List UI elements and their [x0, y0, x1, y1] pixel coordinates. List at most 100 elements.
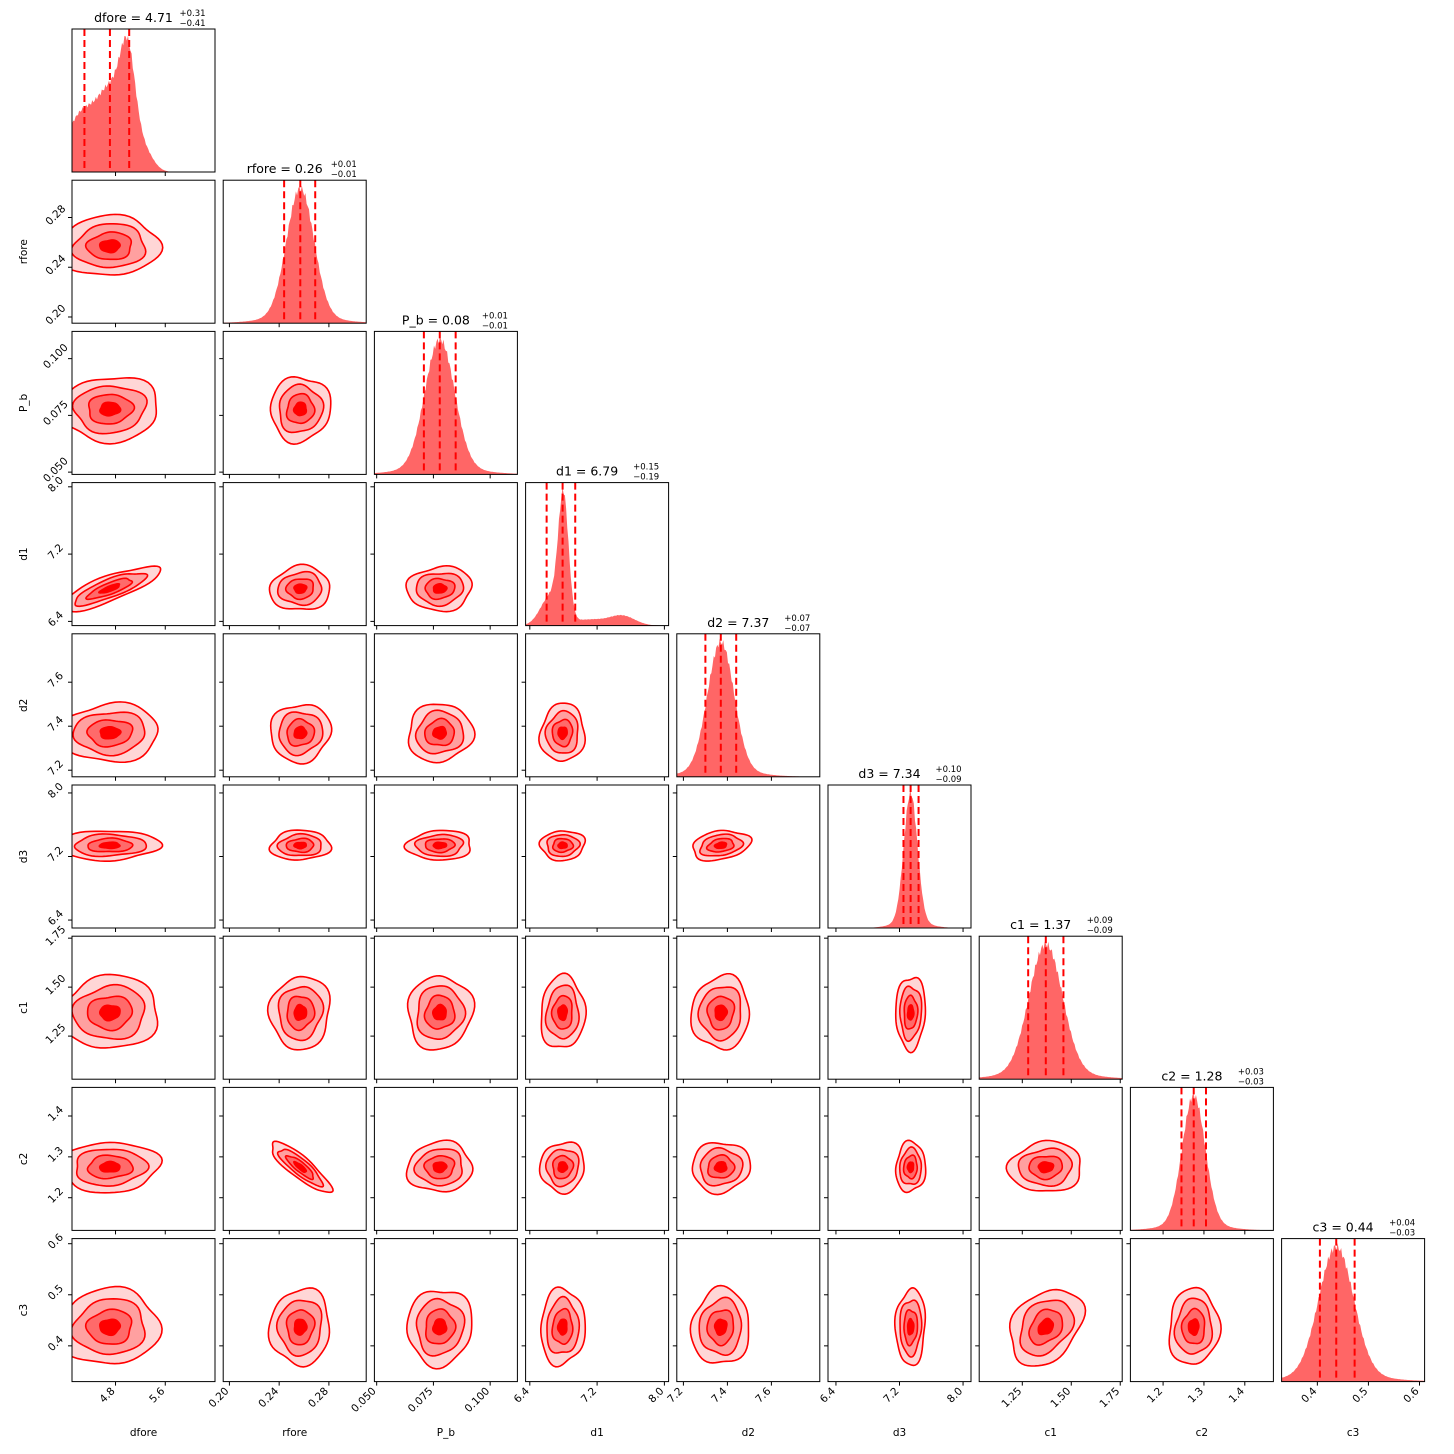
- y-tick-label: 0.24: [43, 252, 68, 277]
- contour-level: [293, 1318, 308, 1336]
- y-tick-label: 0.100: [41, 342, 71, 372]
- contour-panel-dfore-d3: 6.4 7.2 8.0: [46, 781, 216, 932]
- panel-frame: [71, 179, 216, 324]
- hist-panel-rfore: rfore = 0.26 +0.01−0.01: [222, 160, 367, 328]
- contour-panel-rfore-c3: 0.20 0.24 0.28: [207, 1238, 367, 1410]
- panel-frame: [222, 179, 367, 324]
- density-fill: [525, 487, 669, 626]
- contour-panel-rfore-c2: [219, 1086, 367, 1235]
- y-tick-label: 1.25: [43, 1021, 68, 1046]
- hist-panel-d3: d3 = 7.34 +0.10−0.09: [827, 765, 972, 932]
- density-fill: [1281, 1243, 1425, 1382]
- contour-level: [713, 1318, 728, 1337]
- contour-panel-P_b-d3: [370, 784, 518, 932]
- density-fill: [374, 336, 518, 475]
- y-tick-label: 7.2: [46, 542, 66, 562]
- panel-title: c3 = 0.44: [1313, 1220, 1374, 1235]
- x-axis-label-c3: c3: [1347, 1427, 1359, 1439]
- panel-frame: [222, 330, 367, 475]
- y-tick-label: 8.0: [46, 781, 66, 801]
- error-plus: +0.01: [331, 160, 357, 170]
- contour-level: [432, 841, 448, 850]
- panel-frame: [676, 633, 821, 778]
- density-fill: [828, 788, 971, 928]
- y-tick-label: 7.2: [46, 844, 66, 864]
- contour-level: [98, 1160, 121, 1173]
- contour-panel-dfore-d2: 7.2 7.4 7.6: [46, 633, 216, 781]
- y-axis-label-rfore: rfore: [18, 239, 30, 264]
- x-axis-label-c1: c1: [1044, 1427, 1056, 1439]
- contour-level: [99, 1004, 121, 1022]
- contour-panel-c1-c3: 1.25 1.50 1.75: [975, 1238, 1123, 1410]
- panel-frame: [71, 935, 216, 1080]
- y-tick-label: 0.075: [41, 398, 71, 428]
- panel-frame: [373, 1086, 518, 1231]
- hist-panel-d2: d2 = 7.37 +0.07−0.07: [676, 614, 821, 781]
- panel-frame: [373, 330, 518, 475]
- error-plus: +0.01: [482, 311, 508, 321]
- panel-frame: [71, 633, 216, 778]
- y-tick-label: 0.5: [46, 1283, 66, 1303]
- x-tick-label: 7.4: [709, 1385, 730, 1406]
- panel-frame: [676, 1086, 821, 1231]
- error-plus: +0.03: [1238, 1067, 1264, 1077]
- x-tick-label: 0.6: [1401, 1385, 1422, 1406]
- x-axis-label-c2: c2: [1196, 1427, 1208, 1439]
- y-tick-label: 1.2: [46, 1185, 66, 1205]
- hist-panel-c1: c1 = 1.37 +0.09−0.09: [978, 916, 1123, 1084]
- hist-panel-dfore: dfore = 4.71 +0.31−0.41: [71, 9, 216, 176]
- y-axis-label-d1: d1: [18, 547, 30, 560]
- error-plus: +0.10: [936, 765, 962, 775]
- contour-panel-d2-c3: 7.2 7.4 7.6: [665, 1238, 821, 1406]
- density-fill: [72, 35, 215, 172]
- error-plus: +0.04: [1389, 1219, 1415, 1229]
- y-tick-label: 1.75: [43, 924, 68, 949]
- contour-panel-dfore-rfore: 0.20 0.24 0.28: [43, 179, 216, 327]
- x-tick-label: 0.28: [306, 1385, 331, 1410]
- contour-panel-rfore-P_b: [219, 330, 367, 479]
- x-tick-label: 7.2: [881, 1385, 901, 1405]
- y-tick-label: 0.28: [43, 203, 68, 228]
- hist-panel-d1: d1 = 6.79 +0.15−0.19: [525, 463, 670, 630]
- x-axis-label-dfore: dfore: [130, 1427, 157, 1439]
- contour-level: [432, 725, 448, 740]
- x-tick-label: 1.50: [1048, 1385, 1073, 1410]
- contour-panel-d1-d3: [521, 784, 670, 932]
- y-axis-label-P_b: P_b: [18, 393, 30, 412]
- contour-level: [1037, 1161, 1055, 1174]
- x-tick-label: 7.6: [753, 1385, 774, 1406]
- contour-level: [293, 583, 308, 595]
- contour-panel-c2-c3: 1.2 1.3 1.4: [1126, 1238, 1274, 1406]
- x-tick-label: 8.0: [646, 1385, 666, 1405]
- y-tick-label: 0.6: [46, 1231, 67, 1252]
- panel-frame: [222, 1238, 367, 1383]
- contour-panel-rfore-c1: [219, 935, 367, 1084]
- hist-panel-c2: c2 = 1.28 +0.03−0.03: [1129, 1067, 1274, 1235]
- contour-panel-P_b-d2: [370, 633, 518, 781]
- x-axis-label-P_b: P_b: [437, 1427, 456, 1439]
- contour-level: [713, 841, 728, 850]
- error-minus: −0.01: [331, 170, 357, 180]
- error-plus: +0.07: [784, 614, 810, 624]
- y-tick-label: 7.2: [46, 758, 66, 778]
- contour-panel-d2-c2: [672, 1086, 821, 1235]
- x-tick-label: 1.3: [1186, 1385, 1206, 1405]
- contour-level: [293, 725, 308, 740]
- panel-frame: [676, 1238, 821, 1383]
- contour-level: [99, 725, 122, 740]
- y-tick-label: 1.3: [46, 1145, 66, 1165]
- contour-level: [432, 582, 448, 594]
- y-tick-label: 7.6: [46, 670, 67, 691]
- contour-panel-rfore-d3: [219, 784, 367, 932]
- contour-level: [99, 1318, 122, 1337]
- panel-title: P_b = 0.08: [402, 312, 470, 327]
- error-minus: −0.41: [180, 19, 206, 29]
- contour-level: [293, 1160, 308, 1174]
- x-tick-label: 0.075: [406, 1385, 436, 1415]
- contour-panel-d1-c2: [521, 1086, 670, 1235]
- y-tick-label: 0.20: [43, 302, 68, 327]
- contour-level: [556, 1318, 568, 1336]
- contour-panel-d3-c1: [824, 935, 972, 1084]
- contour-panel-dfore-d1: 6.47.28.0: [46, 475, 216, 630]
- panel-frame: [222, 935, 367, 1080]
